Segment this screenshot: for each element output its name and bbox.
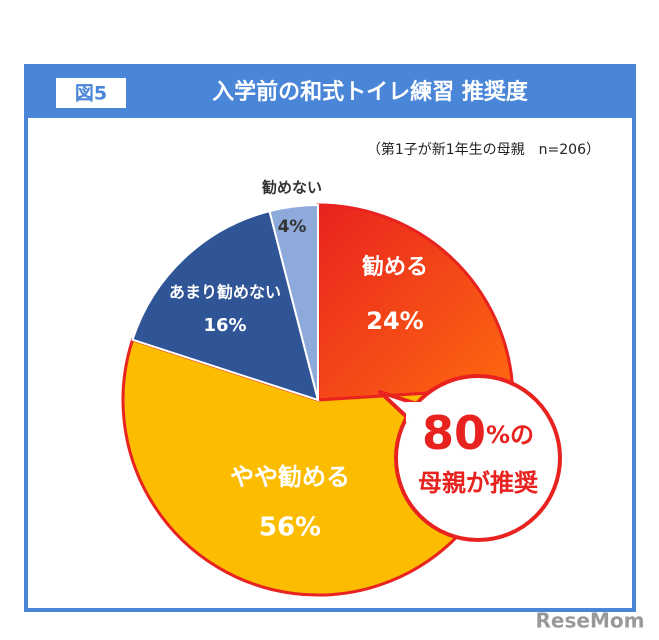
watermark: ReseMom [536, 609, 645, 633]
pie-slice [268, 203, 319, 401]
category-label: 勧めない [262, 179, 322, 197]
value-label: 24% [366, 307, 423, 335]
category-label: やや勧める [230, 463, 350, 491]
value-label: 4% [278, 217, 307, 237]
callout-circle [394, 374, 562, 542]
chart-title: 入学前の和式トイレ練習 推奨度 [212, 79, 529, 105]
badge-box [56, 78, 126, 108]
value-label: 56% [259, 513, 321, 543]
callout-number-line: 80%の [422, 406, 534, 460]
callout-number: 80 [422, 406, 486, 460]
pie-slice [316, 203, 515, 402]
pie-slice [131, 209, 320, 402]
subtitle: （第1子が新1年生の母親 n=206） [367, 141, 600, 158]
category-label: あまり勧めない [169, 283, 281, 302]
callout-joint [406, 402, 426, 422]
category-label: 勧める [362, 254, 428, 280]
badge: 図5 [75, 83, 107, 105]
header-band [26, 66, 634, 118]
value-label: 16% [203, 315, 246, 336]
callout-suffix: %の [486, 421, 534, 449]
callout-text: 母親が推奨 [418, 469, 539, 497]
labels: 勧める 24% やや勧める 56% あまり勧めない 16% 勧めない 4% [169, 179, 428, 543]
